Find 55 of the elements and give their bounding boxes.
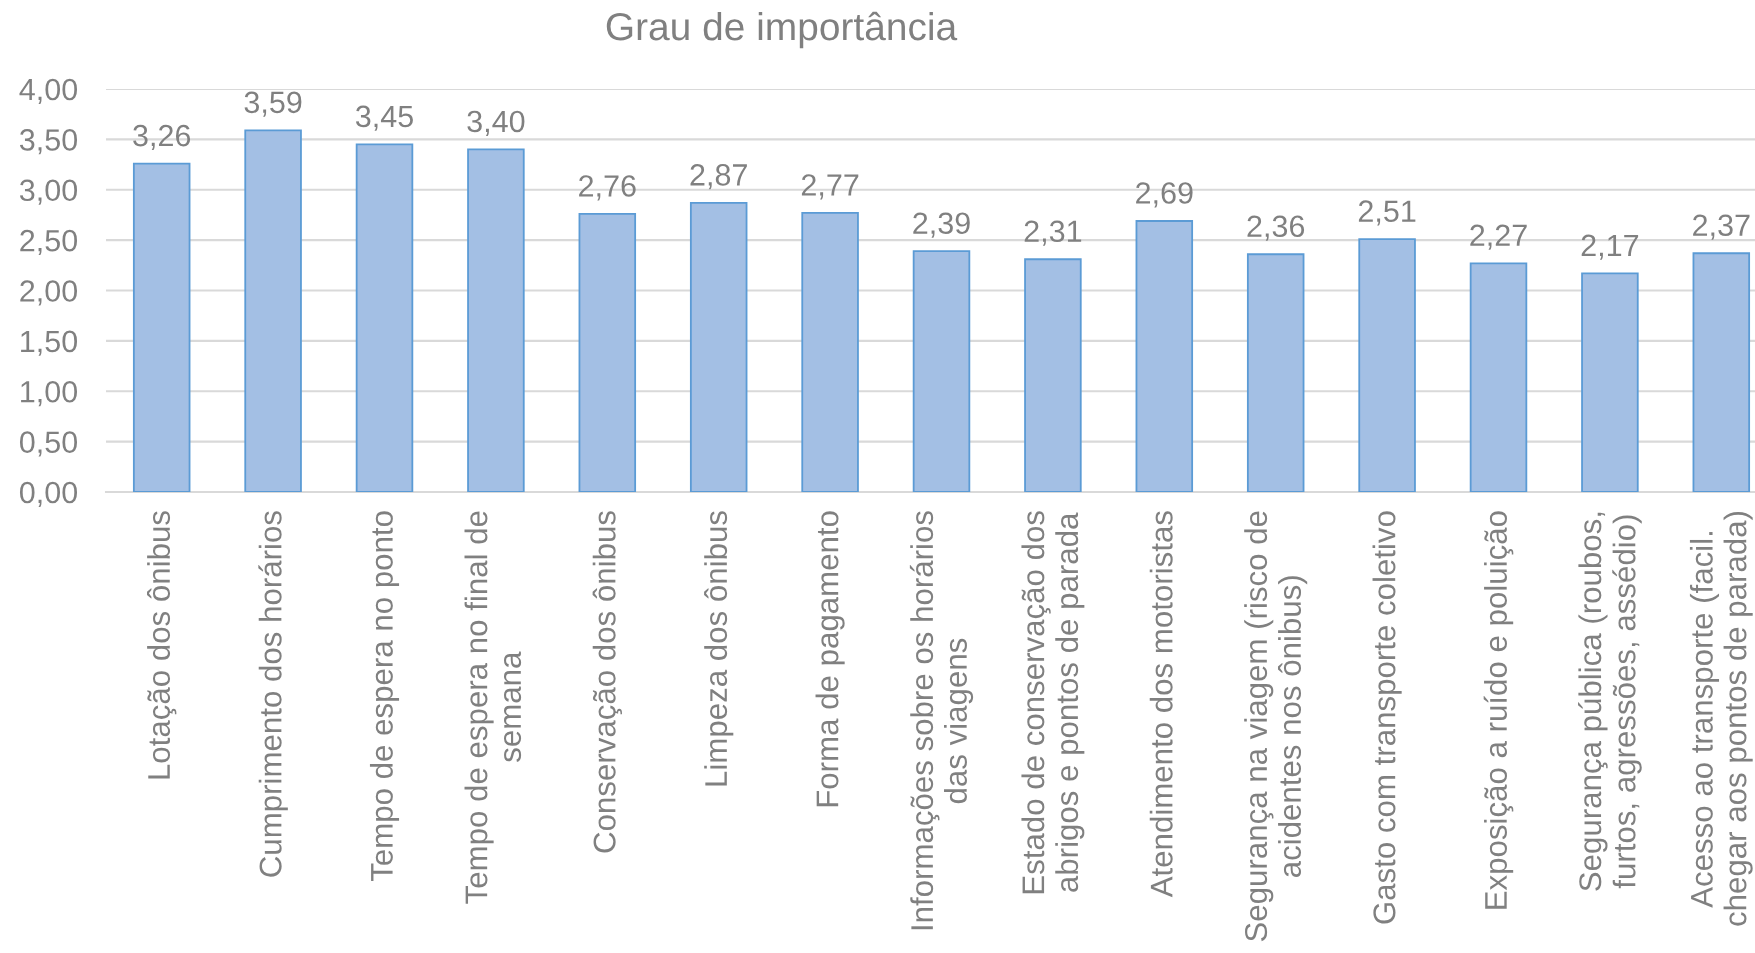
data-label: 2,39 <box>913 212 970 238</box>
x-tick-label: Acesso ao transporte (facil. chegar aos pontos de parada) <box>1689 511 1753 926</box>
y-tick-label: 1,50 <box>21 330 78 356</box>
y-tick-label: 0,00 <box>19 481 78 507</box>
x-tick-label: Estado de conservação dos abrigos e pontos de parada <box>1021 511 1085 894</box>
bar <box>801 212 859 492</box>
chart-title: Grau de importância <box>606 11 958 49</box>
bar <box>689 201 748 492</box>
x-tick-label: Informações sobre os horários das viagens <box>909 511 974 930</box>
bar <box>1581 272 1639 492</box>
data-label: 3,26 <box>133 124 191 151</box>
bar <box>1358 238 1416 492</box>
x-tick-label: Atendimento dos motoristas <box>1149 511 1173 898</box>
bar <box>355 143 414 492</box>
data-label: 2,17 <box>1581 234 1639 260</box>
bar <box>912 250 971 492</box>
x-tick-label: Conservação dos ônibus <box>592 511 622 853</box>
y-tick-label: 3,50 <box>19 129 78 155</box>
x-tick-label: Forma de pagamento <box>815 511 845 807</box>
bar <box>1135 220 1194 492</box>
x-tick-label: Exposição a ruído e poluição <box>1483 511 1514 909</box>
y-tick-label: 1,00 <box>21 380 78 407</box>
data-label: 3,59 <box>244 91 302 117</box>
data-label: 2,51 <box>1358 200 1416 226</box>
x-tick-label: Tempo de espera no final de semana <box>464 511 522 904</box>
y-tick-label: 2,50 <box>20 229 78 256</box>
bar <box>1246 253 1305 492</box>
bar <box>578 213 637 492</box>
bar <box>1024 258 1082 492</box>
data-label: 3,40 <box>467 110 525 136</box>
y-tick-label: 2,00 <box>20 280 78 306</box>
bar <box>132 162 191 492</box>
x-tick-label: Segurança pública (roubos, furtos, agressões, assédio) <box>1578 512 1642 891</box>
bar <box>1469 262 1528 492</box>
x-tick-label: Limpeza dos ônibus <box>704 511 734 786</box>
bar <box>1692 252 1751 492</box>
data-label: 2,27 <box>1470 224 1527 250</box>
y-tick-label: 0,50 <box>19 431 78 457</box>
y-tick-label: 3,00 <box>19 179 78 205</box>
y-tick-label: 4,00 <box>19 78 78 104</box>
data-label: 2,76 <box>579 175 636 201</box>
bar <box>244 129 302 492</box>
data-label: 2,31 <box>1024 220 1082 246</box>
x-tick-label: Gasto com transporte coletivo <box>1372 511 1402 924</box>
data-label: 2,37 <box>1693 214 1750 240</box>
x-tick-label: Tempo de espera no ponto <box>369 511 400 882</box>
data-label: 2,69 <box>1136 182 1193 208</box>
x-tick-label: Cumprimento dos horários <box>258 511 288 877</box>
x-tick-label: Lotação dos ônibus <box>147 511 177 779</box>
bar <box>467 148 525 492</box>
data-label: 2,77 <box>801 174 859 200</box>
x-tick-label: Segurança na viagem (risco de acidentes nos ônibus) <box>1244 511 1308 942</box>
data-label: 2,87 <box>690 164 747 190</box>
data-label: 2,36 <box>1247 215 1305 241</box>
data-label: 3,45 <box>355 105 413 131</box>
